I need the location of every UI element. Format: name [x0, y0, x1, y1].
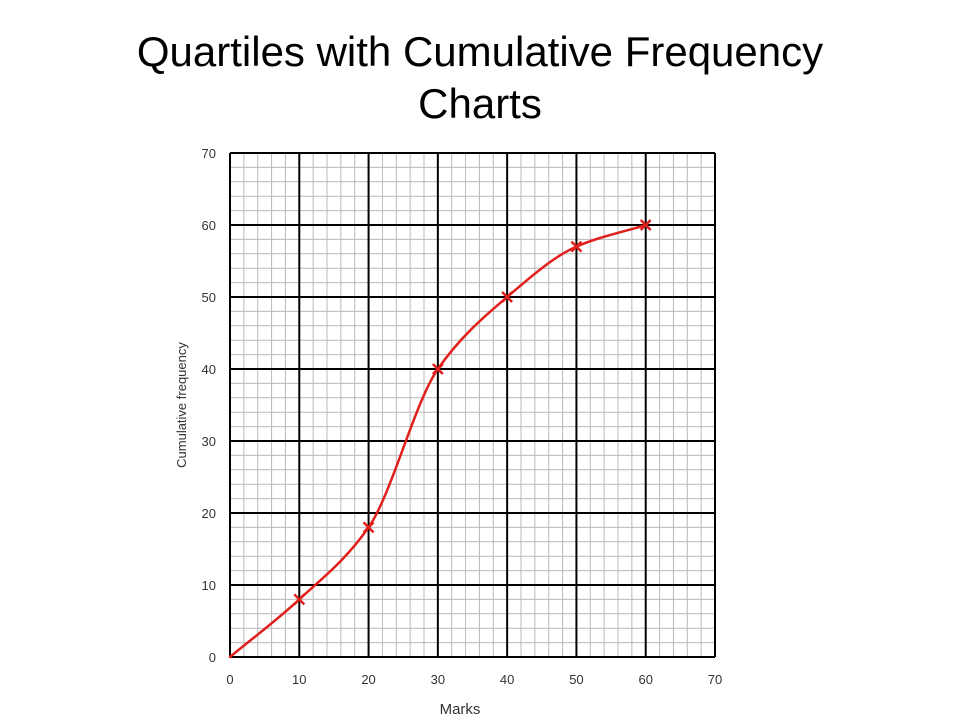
data-point-marker	[293, 593, 306, 606]
minor-grid	[230, 153, 715, 657]
x-tick-label: 60	[638, 672, 652, 687]
y-axis-label: Cumulative frequency	[174, 342, 189, 468]
data-point-marker	[362, 521, 375, 534]
data-point-markers	[293, 219, 652, 606]
y-tick-labels: 0 10 20 30 40 50 60 70	[202, 146, 216, 665]
marker-stroke	[293, 593, 306, 606]
y-tick-label: 60	[202, 218, 216, 233]
marker-stroke	[431, 363, 444, 375]
x-tick-label: 30	[431, 672, 445, 687]
data-point-marker	[501, 291, 514, 303]
y-tick-label: 0	[209, 650, 216, 665]
x-tick-label: 70	[708, 672, 722, 687]
marker-stroke	[639, 219, 652, 231]
y-tick-label: 40	[202, 362, 216, 377]
marker-stroke	[570, 240, 583, 253]
title-line-1: Quartiles with Cumulative Frequency	[136, 28, 824, 75]
y-tick-label: 10	[202, 578, 216, 593]
data-point-marker	[570, 240, 583, 253]
marker-stroke	[362, 521, 375, 534]
x-tick-label: 40	[500, 672, 514, 687]
y-tick-label: 70	[202, 146, 216, 161]
y-tick-label: 30	[202, 434, 216, 449]
major-grid	[229, 152, 716, 658]
x-axis-label: Marks	[440, 701, 481, 718]
data-point-marker	[431, 363, 444, 375]
plot-background	[230, 153, 715, 657]
x-tick-labels: 0 10 20 30 40 50 60 70	[226, 672, 722, 687]
y-tick-label: 20	[202, 506, 216, 521]
slide-title: Quartiles with Cumulative Frequency Char…	[0, 26, 960, 130]
x-tick-label: 0	[226, 672, 233, 687]
data-point-marker	[639, 219, 652, 231]
x-tick-label: 50	[569, 672, 583, 687]
title-line-2: Charts	[418, 80, 542, 127]
marker-stroke	[501, 291, 514, 303]
y-tick-label: 50	[202, 290, 216, 305]
x-tick-label: 20	[361, 672, 375, 687]
x-tick-label: 10	[292, 672, 306, 687]
